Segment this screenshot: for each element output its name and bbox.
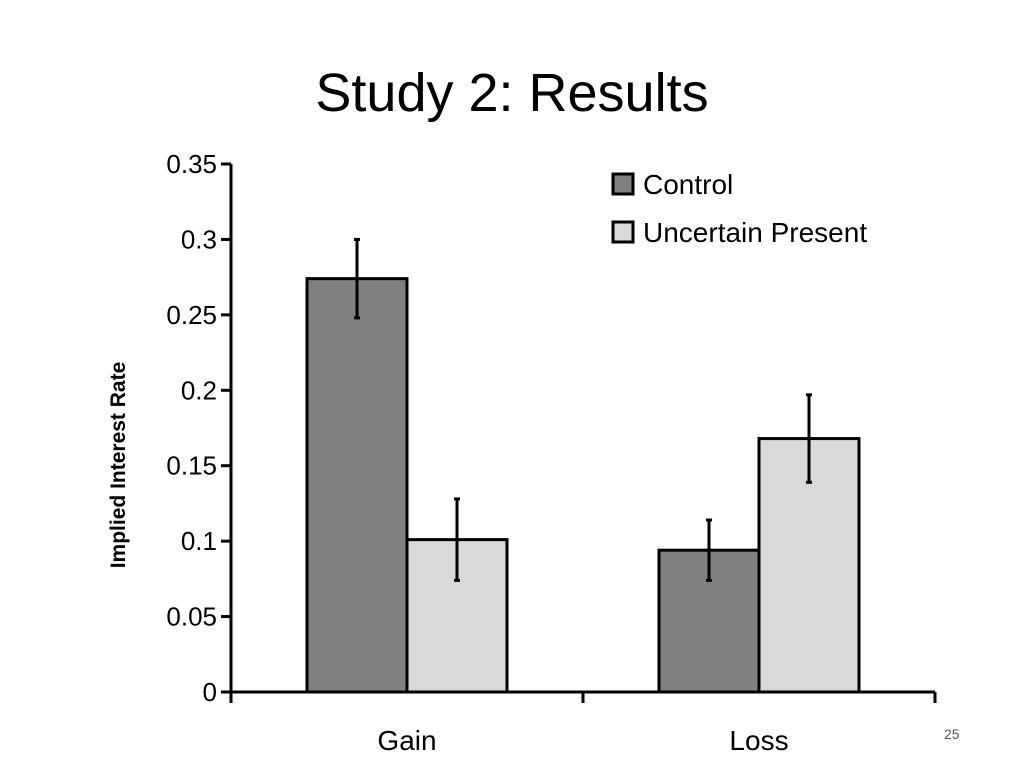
slide-number: 25 [944,726,960,742]
y-tick-label: 0.3 [181,224,217,254]
bars [305,237,861,694]
y-tick-label: 0.35 [166,149,217,179]
x-category-label: Loss [729,725,788,756]
legend: Control Uncertain Present [611,169,867,248]
legend-label: Control [643,169,733,200]
bar [305,277,409,694]
y-tick-label: 0.15 [166,451,217,481]
y-tick-label: 0.1 [181,526,217,556]
y-tick-label: 0 [203,677,217,707]
legend-swatch [611,172,635,196]
legend-swatch [611,220,635,244]
x-axis: Gain Loss [229,690,937,756]
y-axis-label: Implied Interest Rate [107,362,130,569]
y-tick-label: 0.25 [166,300,217,330]
legend-label: Uncertain Present [643,217,867,248]
slide-title: Study 2: Results [315,63,709,123]
y-axis: 0 0.05 0.1 0.15 0.2 0.25 0.3 0.35 [166,149,233,707]
y-tick-label: 0.2 [181,375,217,405]
x-category-label: Gain [377,725,436,756]
y-tick-label: 0.05 [166,602,217,632]
